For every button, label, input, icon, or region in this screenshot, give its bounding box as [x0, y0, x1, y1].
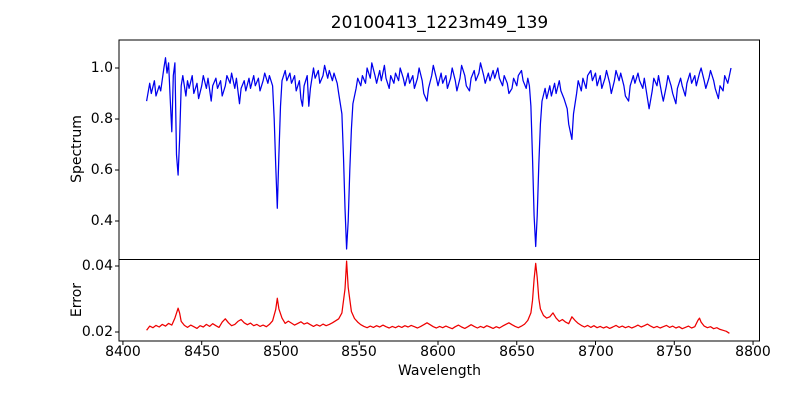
- error-line: [146, 260, 730, 334]
- ytick-label-0.04: 0.04: [81, 258, 113, 274]
- error-axis-label: Error: [69, 282, 85, 318]
- ytick-label-0.4: 0.4: [90, 213, 113, 229]
- ytick-label-0.6: 0.6: [90, 162, 113, 178]
- axes-frame: [118, 39, 760, 260]
- ytick-label-0.02: 0.02: [81, 324, 113, 340]
- xtick-label-8500: 8500: [263, 344, 299, 360]
- xtick-label-8750: 8750: [656, 344, 692, 360]
- xtick-label-8400: 8400: [105, 344, 141, 360]
- wavelength-axis-label: Wavelength: [397, 363, 482, 379]
- ytick-label-0.8: 0.8: [90, 111, 113, 127]
- xtick-label-8700: 8700: [578, 344, 614, 360]
- xtick-label-8550: 8550: [341, 344, 377, 360]
- chart-title: 20100413_1223m49_139: [330, 13, 549, 33]
- xtick-label-8450: 8450: [184, 344, 220, 360]
- xtick-label-8800: 8800: [735, 344, 771, 360]
- xtick-label-8600: 8600: [420, 344, 456, 360]
- axes-frame: [118, 259, 760, 342]
- spectrum-line: [145, 57, 732, 250]
- xtick-label-8650: 8650: [499, 344, 535, 360]
- ytick-label-1.0: 1.0: [90, 60, 113, 76]
